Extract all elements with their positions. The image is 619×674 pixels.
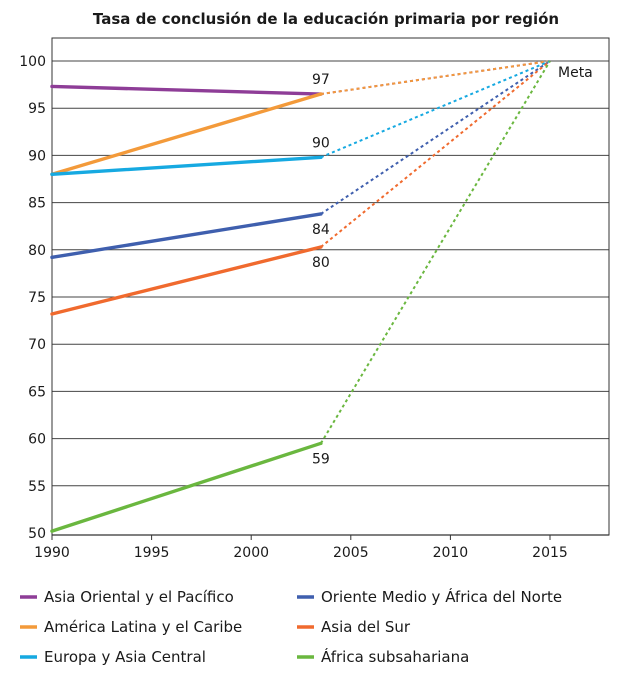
y-tick-label: 70 [28, 337, 46, 353]
series-point [50, 172, 54, 176]
y-tick-label: 95 [28, 101, 46, 117]
series-lines [50, 60, 551, 533]
series-line-0 [50, 84, 323, 96]
data-label: 59 [312, 451, 330, 467]
series-point [319, 155, 323, 159]
y-tick-label: 100 [19, 54, 46, 70]
legend: Asia Oriental y el Pacífico Oriente Medio… [20, 587, 562, 666]
x-tick-label: 2005 [333, 545, 369, 561]
series-point [50, 529, 54, 533]
y-tick-label: 80 [28, 243, 46, 259]
series-line-4 [50, 155, 323, 176]
data-label: 97 [312, 72, 330, 88]
data-label: 84 [312, 222, 330, 238]
x-tick-label: 1995 [134, 545, 170, 561]
series-point [319, 245, 323, 249]
y-tick-label: 55 [28, 479, 46, 495]
legend-label: América Latina y el Caribe [44, 618, 242, 636]
axes: 50 55 60 65 70 75 80 85 90 95 100 1990 1995 2000 2005 2… [19, 37, 610, 561]
x-tick-label: 2000 [233, 545, 269, 561]
y-tick-label: 50 [28, 526, 46, 542]
series-line-5 [50, 441, 323, 533]
series-line-2 [50, 92, 323, 176]
legend-label: Asia del Sur [321, 618, 411, 636]
chart-title: Tasa de conclusión de la educación prima… [93, 10, 559, 28]
series-point [50, 84, 54, 89]
plot-frame [51, 37, 610, 536]
x-tick-label: 1990 [34, 545, 70, 561]
series-projection-5 [320, 60, 551, 444]
legend-label: Asia Oriental y el Pacífico [44, 588, 234, 606]
series-line-1 [50, 212, 323, 260]
data-label: 90 [312, 135, 330, 151]
gridlines [52, 60, 609, 487]
series-point [319, 441, 323, 445]
x-tick-label: 2015 [532, 545, 568, 561]
series-line-3 [50, 245, 323, 316]
series-projection-4 [320, 60, 551, 159]
data-labels: Meta 84 97 80 90 59 [312, 65, 593, 467]
series-point [50, 255, 54, 259]
y-tick-label: 60 [28, 432, 46, 448]
target-label: Meta [558, 65, 593, 81]
legend-label: África subsahariana [321, 647, 469, 666]
series-point [319, 212, 323, 216]
data-label: 80 [312, 255, 330, 271]
series-projection-2 [320, 60, 551, 96]
y-tick-label: 65 [28, 384, 46, 400]
series-point [50, 312, 54, 316]
legend-label: Europa y Asia Central [44, 648, 206, 666]
y-tick-label: 75 [28, 290, 46, 306]
y-tick-label: 85 [28, 196, 46, 212]
x-tick-label: 2010 [433, 545, 469, 561]
y-tick-label: 90 [28, 148, 46, 164]
series-projection-1 [320, 60, 551, 215]
series-projection-3 [320, 60, 551, 248]
series-point [319, 92, 323, 96]
legend-label: Oriente Medio y África del Norte [321, 587, 562, 606]
